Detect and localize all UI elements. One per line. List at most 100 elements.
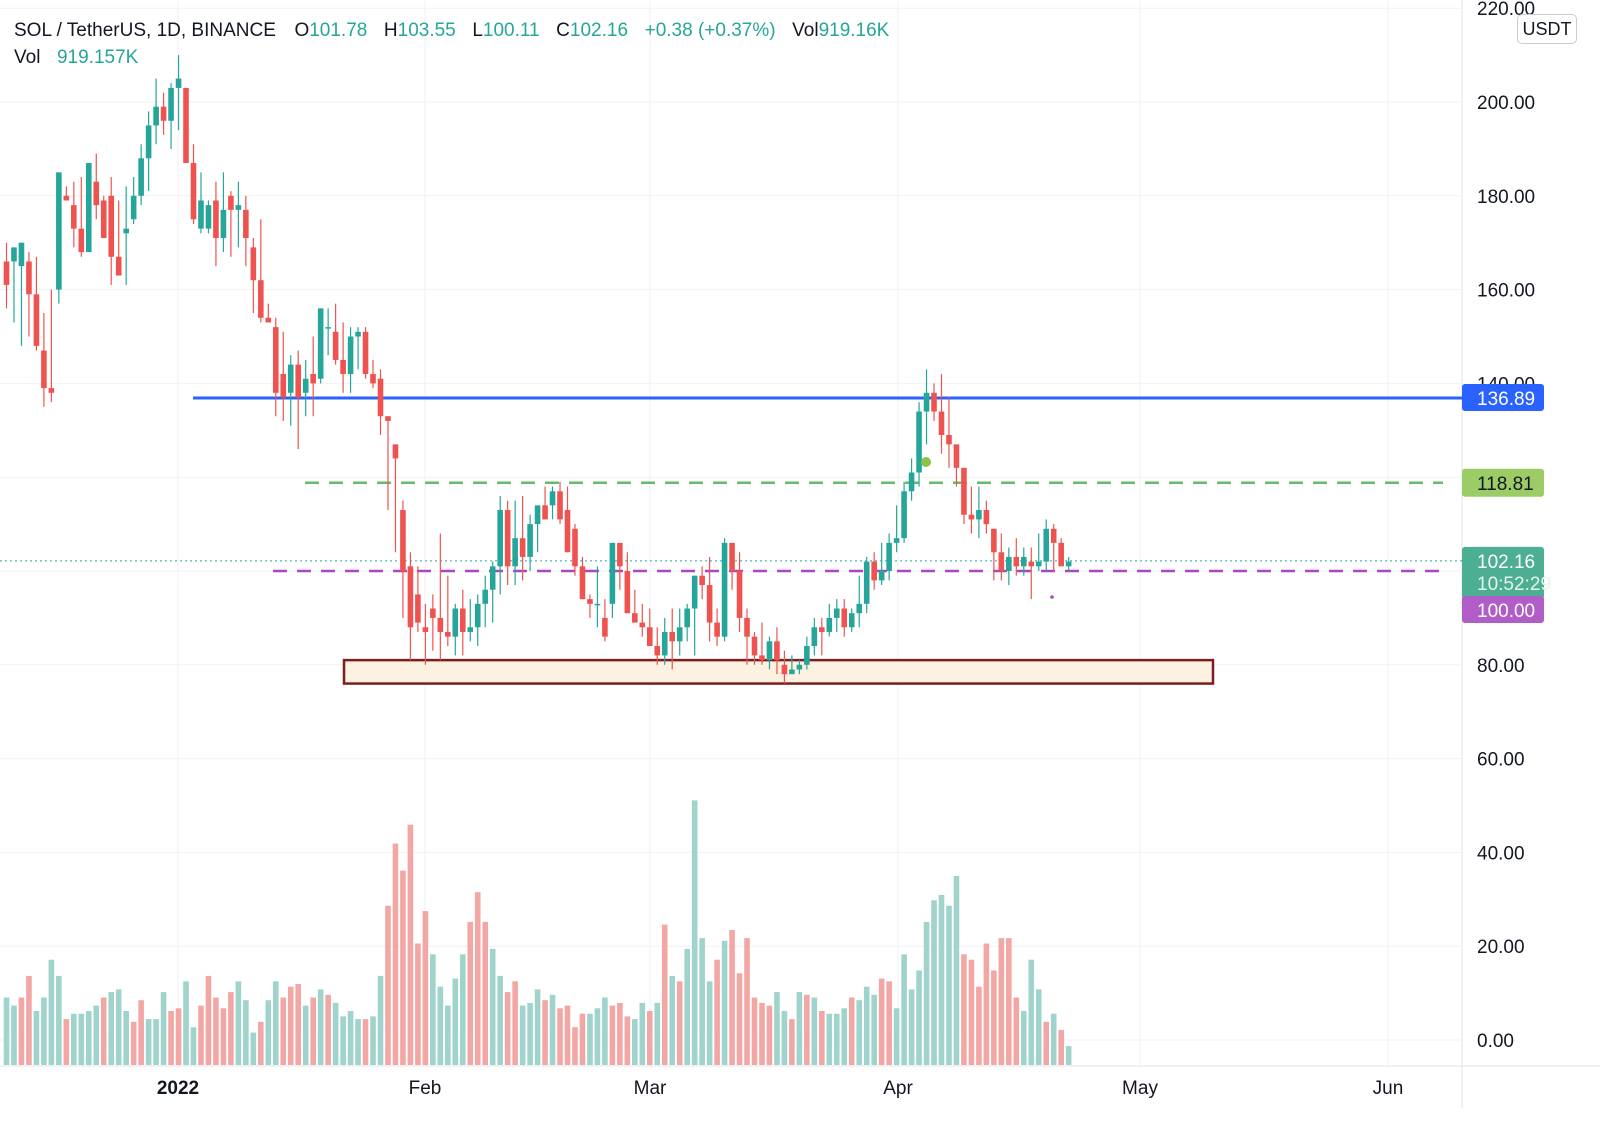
countdown-text: 10:52:29 [1477, 574, 1551, 595]
high-value: 103.55 [397, 20, 456, 41]
volume-study-label[interactable]: Vol [14, 47, 41, 68]
candle [893, 505, 900, 553]
volume-bar [976, 986, 982, 1065]
candle [804, 636, 810, 670]
candle [18, 242, 25, 346]
candle-body [400, 510, 406, 571]
candle [100, 195, 107, 239]
candle-body [445, 631, 451, 637]
candle-body [415, 594, 421, 623]
candle-body [317, 308, 324, 379]
candle-body [168, 87, 174, 121]
volume-bar [123, 1011, 129, 1065]
candle-body [804, 646, 810, 665]
candle-body [901, 491, 907, 539]
candle [931, 383, 937, 421]
volume-bar [332, 1002, 339, 1065]
open-value: 101.78 [309, 20, 368, 41]
currency-unit-badge[interactable]: USDT [1517, 14, 1577, 44]
candle-body [392, 444, 399, 459]
symbol-name[interactable]: SOL / TetherUS, 1D, BINANCE [14, 20, 276, 41]
chart-markers [921, 457, 1054, 599]
candle [175, 55, 182, 131]
candle-body [579, 566, 586, 600]
candle-body [916, 411, 922, 473]
candle [706, 556, 713, 642]
candle-body [213, 200, 219, 239]
volume-bar [11, 1005, 17, 1065]
volume-bar [385, 905, 391, 1065]
volume-bar [691, 800, 698, 1065]
candle-body [564, 510, 571, 553]
candle [437, 533, 444, 661]
candle-body [721, 542, 728, 637]
candle-body [968, 514, 975, 520]
candle [220, 172, 227, 253]
volume-bar [48, 959, 55, 1065]
candle [250, 238, 257, 314]
candle-body [48, 388, 55, 393]
candle [669, 608, 676, 670]
volume-bar [489, 948, 496, 1065]
candle [1065, 556, 1072, 571]
candle-body [714, 622, 720, 637]
candle-body [991, 528, 997, 553]
volume-bar [721, 940, 728, 1065]
volume-bar [160, 992, 167, 1065]
volume-bar [848, 997, 855, 1065]
volume-bar [474, 892, 481, 1065]
volume-bar [908, 989, 915, 1065]
candle [445, 575, 451, 647]
candle-body [744, 617, 750, 637]
candle [557, 481, 563, 525]
price-axis[interactable]: 220.00200.00180.00160.00140.0080.0060.00… [1477, 0, 1535, 1052]
volume-bar [347, 1011, 354, 1065]
candle-body [871, 561, 877, 581]
volume-bar [684, 948, 690, 1065]
candle-body [153, 106, 159, 126]
candle [489, 561, 496, 623]
candle [160, 92, 167, 135]
candle [766, 636, 773, 670]
volume-bar [145, 1019, 152, 1065]
volume-bar [78, 1013, 85, 1065]
volume-bar [190, 1027, 197, 1065]
volume-bar [512, 981, 518, 1065]
candle [639, 603, 646, 637]
candle [41, 313, 47, 407]
support-zone-box [342, 658, 1215, 685]
candle-body [310, 374, 316, 384]
volume-bar [564, 1005, 571, 1065]
volume-bar [228, 992, 234, 1065]
candle-body [976, 510, 982, 520]
candle-body [691, 575, 698, 609]
candle-body [474, 603, 481, 628]
volume-bar [138, 1000, 144, 1065]
candle [1043, 519, 1050, 571]
time-axis[interactable]: 2022 Feb Mar Apr May Jun [157, 1078, 1403, 1099]
candle-body [355, 331, 361, 337]
candle-body [377, 378, 384, 417]
volume-bar [819, 1011, 825, 1065]
candle-body [811, 627, 818, 647]
candle [542, 486, 548, 520]
volume-bar [100, 997, 107, 1065]
volume-bar [796, 992, 803, 1065]
volume-bar [168, 1011, 174, 1065]
volume-bar [1028, 959, 1035, 1065]
candle-body [340, 359, 346, 375]
candle [594, 566, 601, 628]
candle-body [1006, 556, 1012, 571]
candle [153, 78, 159, 145]
candle-body [41, 350, 47, 389]
candle [878, 542, 885, 586]
volume-bar [220, 1008, 227, 1065]
candle-body [437, 617, 444, 632]
volume-bar [736, 973, 743, 1065]
support-zone [342, 658, 1215, 685]
candle [205, 200, 212, 234]
candle [953, 444, 960, 487]
volume-value: 919.16K [818, 20, 890, 41]
candle [908, 458, 915, 501]
